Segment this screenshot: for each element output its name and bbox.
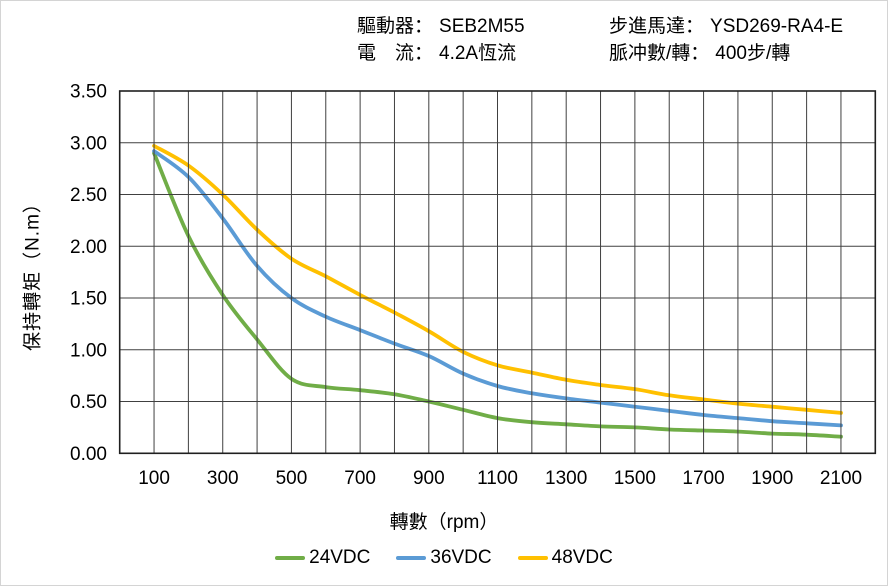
motor-line: 步進馬達： YSD269-RA4-E (609, 13, 843, 40)
pulses-label: 脈冲數/轉： (609, 43, 710, 64)
current-line: 電 流： 4.2A恆流 (357, 40, 525, 67)
driver-line: 驅動器： SEB2M55 (357, 13, 525, 40)
x-tick-label-900: 900 (413, 468, 445, 489)
pulses-line: 脈冲數/轉： 400步/轉 (609, 40, 843, 67)
driver-label: 驅動器： (357, 16, 434, 37)
current-label: 電 流： (357, 43, 434, 64)
legend-swatch-36vdc (396, 556, 427, 560)
x-tick-label-500: 500 (276, 468, 308, 489)
legend-item-48vdc: 48VDC (517, 547, 613, 569)
motor-label: 步進馬達： (609, 16, 705, 37)
motor-value: YSD269-RA4-E (710, 16, 844, 37)
x-tick-label-1900: 1900 (751, 468, 793, 489)
grid-lines (119, 91, 876, 454)
legend-item-24vdc: 24VDC (275, 547, 370, 569)
y-tick-label-2.00: 2.00 (70, 237, 107, 258)
y-tick-label-2.50: 2.50 (70, 185, 107, 206)
pulses-value: 400步/轉 (715, 43, 791, 64)
current-value: 4.2A恆流 (439, 43, 517, 64)
legend-label-24vdc: 24VDC (309, 547, 371, 568)
legend-label-36vdc: 36VDC (430, 547, 492, 568)
x-tick-labels: 100 300 500 700 900 1100 1300 1500 1700 1900 2100 (138, 468, 862, 489)
x-tick-label-1500: 1500 (614, 468, 656, 489)
x-tick-label-1300: 1300 (545, 468, 587, 489)
header-motor-column: 步進馬達： YSD269-RA4-E 脈冲數/轉： 400步/轉 (609, 13, 843, 67)
legend: 24VDC 36VDC 48VDC (1, 547, 887, 569)
y-tick-labels: 0.00 0.50 1.00 1.50 2.00 2.50 3.00 3.50 (70, 82, 107, 465)
x-tick-label-700: 700 (344, 468, 376, 489)
legend-swatch-24vdc (275, 556, 306, 560)
x-tick-label-1700: 1700 (682, 468, 724, 489)
legend-item-36vdc: 36VDC (396, 547, 492, 569)
y-tick-label-1.00: 1.00 (70, 340, 107, 361)
driver-value: SEB2M55 (439, 16, 525, 37)
x-axis-title: 轉數（rpm） (389, 512, 499, 533)
y-tick-label-3.50: 3.50 (70, 82, 107, 103)
y-tick-label-0.50: 0.50 (70, 392, 107, 413)
legend-swatch-48vdc (517, 556, 548, 560)
x-tick-label-2100: 2100 (820, 468, 862, 489)
x-tick-label-1100: 1100 (477, 468, 518, 489)
header-driver-column: 驅動器： SEB2M55 電 流： 4.2A恆流 (357, 13, 525, 67)
x-tick-label-100: 100 (138, 468, 170, 489)
y-tick-label-0.00: 0.00 (70, 444, 107, 465)
y-tick-label-3.00: 3.00 (70, 133, 107, 154)
x-tick-label-300: 300 (207, 468, 239, 489)
legend-label-48vdc: 48VDC (551, 547, 613, 568)
y-tick-label-1.50: 1.50 (70, 289, 107, 310)
y-axis-title: 保持轉矩（N.m） (22, 193, 44, 351)
plot-border (118, 90, 877, 455)
